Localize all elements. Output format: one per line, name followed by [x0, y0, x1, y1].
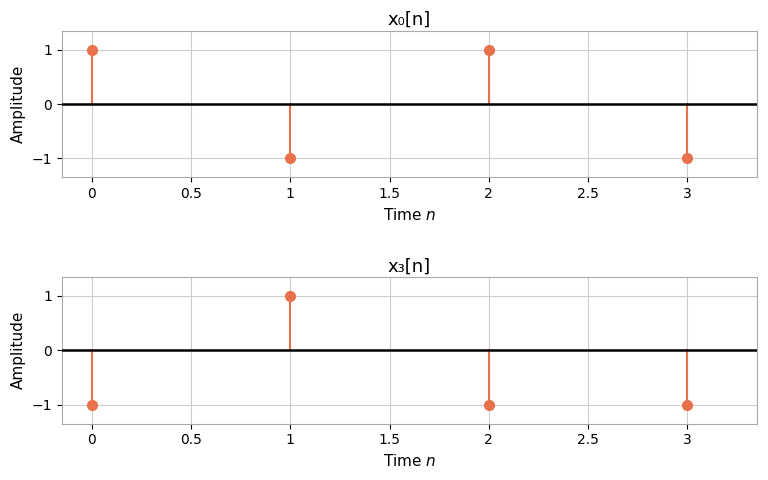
- Y-axis label: Amplitude: Amplitude: [11, 311, 26, 389]
- X-axis label: Time $n$: Time $n$: [382, 206, 436, 223]
- Title: x₃[n]: x₃[n]: [388, 257, 431, 276]
- Title: x₀[n]: x₀[n]: [388, 11, 431, 29]
- Y-axis label: Amplitude: Amplitude: [11, 65, 26, 143]
- X-axis label: Time $n$: Time $n$: [382, 453, 436, 469]
